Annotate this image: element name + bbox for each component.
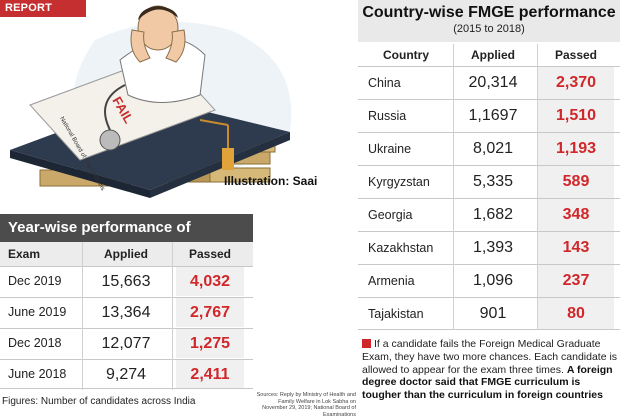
column-divider [82, 242, 83, 390]
applied-cell: 12,077 [101, 335, 151, 352]
table-row: Ukraine 8,021 1,193 [358, 132, 620, 165]
applied-cell: 901 [479, 305, 507, 322]
exam-cell: Dec 2018 [8, 336, 62, 350]
table-row: Kyrgyzstan 5,335 589 [358, 165, 620, 198]
applied-cell: 1,1697 [468, 107, 518, 124]
header-applied: Applied [104, 247, 148, 261]
passed-cell: 1,510 [538, 100, 614, 132]
country-cell: China [368, 76, 401, 90]
header-exam: Exam [8, 247, 41, 261]
table-row: Tajakistan 901 80 [358, 297, 620, 330]
applied-cell: 1,096 [472, 272, 514, 289]
stethoscope-icon [99, 129, 121, 151]
header-passed: Passed [554, 48, 598, 62]
exam-cell: June 2018 [8, 367, 67, 381]
table-row: Dec 2018 12,077 1,275 [0, 328, 253, 358]
exam-cell: June 2019 [8, 305, 67, 319]
red-square-icon [362, 339, 371, 348]
column-divider [172, 242, 173, 390]
country-cell: Kyrgyzstan [368, 175, 430, 189]
applied-cell: 1,393 [472, 239, 514, 256]
exam-cell: Dec 2019 [8, 274, 62, 288]
passed-cell: 1,193 [538, 133, 614, 165]
figures-footnote: Figures: Number of candidates across Ind… [2, 396, 196, 407]
table-row: Armenia 1,096 237 [358, 264, 620, 297]
sources-note: Sources: Reply by Ministry of Health and… [256, 392, 356, 418]
report-card-badge: REPORT CARD [0, 0, 86, 31]
header-applied: Applied [471, 48, 515, 62]
passed-cell: 80 [538, 298, 614, 329]
table-row: Kazakhstan 1,393 143 [358, 231, 620, 264]
table-row: China 20,314 2,370 [358, 66, 620, 99]
year-wise-header-row: Exam Applied Passed [0, 242, 253, 266]
table-row: Russia 1,1697 1,510 [358, 99, 620, 132]
applied-cell: 13,364 [101, 304, 151, 321]
table-row: Georgia 1,682 348 [358, 198, 620, 231]
country-cell: Russia [368, 109, 407, 123]
country-wise-title-block: Country-wise FMGE performance (2015 to 2… [358, 0, 620, 42]
table-row: Dec 2019 15,663 4,032 [0, 266, 253, 296]
applied-cell: 8,021 [472, 140, 514, 157]
country-cell: Armenia [368, 274, 415, 288]
header-passed: Passed [188, 247, 232, 261]
year-wise-title: Year-wise performance of medicos [0, 214, 253, 264]
passed-cell: 143 [538, 232, 614, 264]
illustration: FAIL National Board of Examinations [10, 5, 292, 198]
country-cell: Georgia [368, 208, 413, 222]
graduation-cap-icon [10, 98, 290, 190]
note-text: If a candidate fails the Foreign Medical… [362, 338, 618, 376]
country-wise-header-row: Country Applied Passed [358, 44, 620, 66]
applied-cell: 15,663 [101, 273, 151, 290]
stressed-doctor-icon [119, 5, 206, 103]
fmge-note: If a candidate fails the Foreign Medical… [362, 338, 618, 402]
passed-cell: 2,370 [538, 67, 614, 99]
passed-cell: 348 [538, 199, 614, 231]
column-divider [453, 44, 454, 330]
illustration-credit: Illustration: Saai [224, 174, 318, 188]
country-cell: Kazakhstan [368, 241, 434, 255]
table-row: June 2019 13,364 2,767 [0, 297, 253, 327]
country-wise-subtitle: (2015 to 2018) [453, 23, 525, 35]
passed-cell: 589 [538, 166, 614, 198]
passed-cell: 4,032 [176, 267, 244, 296]
applied-cell: 5,335 [472, 173, 514, 190]
applied-cell: 1,682 [472, 206, 514, 223]
column-divider [537, 44, 538, 330]
passed-cell: 1,275 [176, 329, 244, 358]
tassel-icon [222, 148, 234, 170]
header-country: Country [383, 48, 429, 62]
table-row: June 2018 9,274 2,411 [0, 359, 253, 389]
note-bold-text: A foreign degree doctor said that FMGE c… [362, 363, 613, 402]
passed-cell: 2,411 [176, 360, 244, 388]
passed-cell: 2,767 [176, 298, 244, 327]
passed-cell: 237 [538, 265, 614, 297]
applied-cell: 20,314 [468, 74, 518, 91]
country-cell: Ukraine [368, 142, 412, 156]
country-wise-title: Country-wise FMGE performance [362, 4, 616, 21]
country-cell: Tajakistan [368, 307, 424, 321]
applied-cell: 9,274 [105, 366, 147, 383]
